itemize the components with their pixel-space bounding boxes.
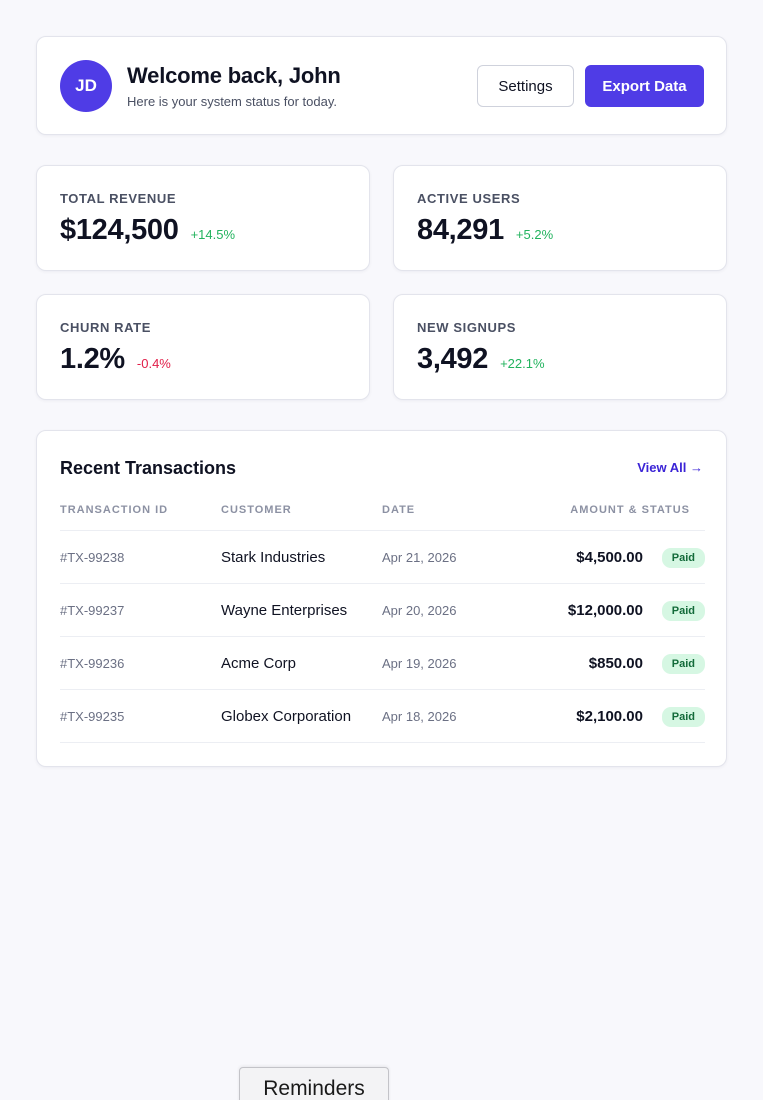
stat-value: 3,492	[417, 343, 489, 375]
column-header-date[interactable]: DATE	[382, 504, 416, 516]
transaction-id: #TX-99237	[60, 603, 125, 618]
stat-value: 84,291	[417, 214, 504, 246]
stat-label: ACTIVE USERS	[417, 191, 521, 206]
transaction-id: #TX-99236	[60, 656, 125, 671]
table-header: TRANSACTION ID CUSTOMER DATE AMOUNT & ST…	[60, 501, 705, 531]
stat-label: CHURN RATE	[60, 320, 151, 335]
view-all-link[interactable]: View All →	[637, 460, 703, 475]
recent-transactions-card: Recent Transactions View All → TRANSACTI…	[36, 430, 727, 767]
table-row[interactable]: #TX-99238 Stark Industries Apr 21, 2026 …	[60, 531, 705, 584]
transaction-id: #TX-99235	[60, 709, 125, 724]
stat-delta: -0.4%	[136, 356, 171, 371]
welcome-header-card: JD Welcome back, John Here is your syste…	[36, 36, 727, 135]
stat-card-new-signups: NEW SIGNUPS 3,492 +22.1%	[393, 294, 727, 400]
status-badge: Paid	[661, 547, 705, 568]
stat-label: TOTAL REVENUE	[60, 191, 177, 206]
transaction-amount: $2,100.00	[576, 708, 643, 725]
transaction-amount: $12,000.00	[567, 602, 643, 619]
stat-delta: +5.2%	[515, 227, 554, 242]
status-badge: Paid	[661, 600, 705, 621]
export-data-button[interactable]: Export Data	[585, 65, 704, 107]
transaction-date: Apr 20, 2026	[382, 603, 457, 618]
customer-name: Globex Corporation	[221, 708, 352, 725]
stat-delta: +22.1%	[500, 356, 545, 371]
settings-button[interactable]: Settings	[477, 65, 574, 107]
stat-card-total-revenue: TOTAL REVENUE $124,500 +14.5%	[36, 165, 370, 271]
status-badge: Paid	[661, 653, 705, 674]
table-row[interactable]: #TX-99235 Globex Corporation Apr 18, 202…	[60, 690, 705, 743]
stat-card-active-users: ACTIVE USERS 84,291 +5.2%	[393, 165, 727, 271]
transaction-id: #TX-99238	[60, 550, 125, 565]
transaction-date: Apr 21, 2026	[382, 550, 457, 565]
stat-delta: +14.5%	[190, 227, 236, 242]
stat-card-churn-rate: CHURN RATE 1.2% -0.4%	[36, 294, 370, 400]
transaction-amount: $850.00	[588, 655, 643, 672]
table-row[interactable]: #TX-99237 Wayne Enterprises Apr 20, 2026…	[60, 584, 705, 637]
column-header-amount-status[interactable]: AMOUNT & STATUS	[570, 504, 690, 516]
table-row[interactable]: #TX-99236 Acme Corp Apr 19, 2026 $850.00…	[60, 637, 705, 690]
column-header-transaction-id[interactable]: TRANSACTION ID	[60, 504, 169, 516]
transaction-date: Apr 18, 2026	[382, 709, 457, 724]
transaction-amount: $4,500.00	[576, 549, 643, 566]
customer-name: Stark Industries	[221, 549, 326, 566]
stat-label: NEW SIGNUPS	[417, 320, 517, 335]
page-title: Welcome back, John	[127, 63, 341, 88]
avatar[interactable]: JD	[60, 60, 112, 112]
customer-name: Acme Corp	[221, 655, 297, 672]
transactions-title: Recent Transactions	[60, 458, 237, 478]
reminders-tab[interactable]: Reminders	[239, 1067, 389, 1100]
stat-value: $124,500	[60, 214, 179, 246]
customer-name: Wayne Enterprises	[221, 602, 348, 619]
status-badge: Paid	[661, 706, 705, 727]
stat-value: 1.2%	[60, 343, 125, 375]
page-subtitle: Here is your system status for today.	[127, 94, 337, 109]
transaction-date: Apr 19, 2026	[382, 656, 457, 671]
column-header-customer[interactable]: CUSTOMER	[221, 504, 292, 516]
